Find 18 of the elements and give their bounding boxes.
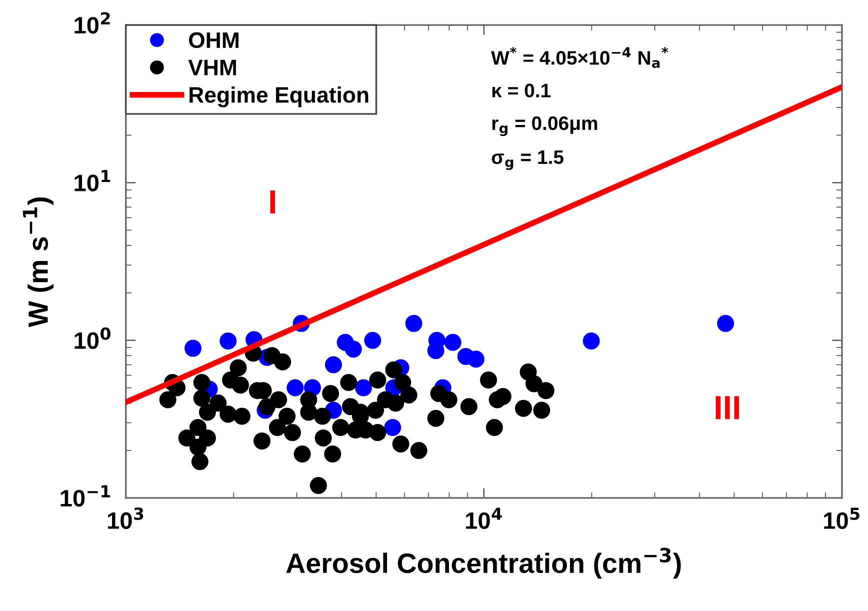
annotation: W$^{*}$ = 4.05×10$^{−4}$ N$_{a}$$^{*}$ [491, 47, 668, 68]
legend-label: Regime Equation [190, 86, 368, 108]
x-tick-label: 10$^{3}$ [108, 507, 144, 530]
x-tick-label: 10$^{5}$ [824, 508, 860, 530]
annotation: III [716, 396, 740, 420]
y-tick-label: 10$^{−1}$ [60, 485, 110, 507]
annotation: κ = 0.1 [492, 84, 551, 98]
y-axis-title: W (m s$^{−1}$) [22, 197, 54, 328]
legend-label: VHM [188, 60, 236, 76]
y-tick-label: 10$^{2}$ [74, 12, 110, 34]
annotation: r$_{g}$ = 0.06μm [492, 116, 598, 136]
annotation: I [270, 190, 276, 214]
y-tick-label: 10$^{1}$ [74, 170, 110, 192]
x-tick-label: 10$^{4}$ [466, 508, 502, 530]
legend-label: OHM [188, 32, 238, 48]
x-axis-title: Aerosol Concentration (cm$^{−3}$) [286, 548, 681, 579]
annotation: σ$_{g}$ = 1.5 [492, 150, 564, 170]
y-tick-label: 10$^{0}$ [74, 327, 110, 349]
